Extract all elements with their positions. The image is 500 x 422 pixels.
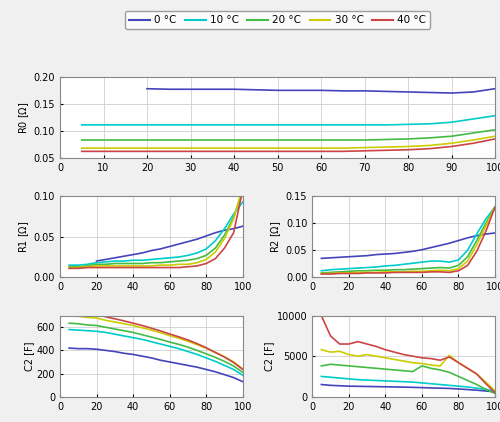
Y-axis label: R1 [$\Omega$]: R1 [$\Omega$] bbox=[17, 221, 31, 253]
Legend: 0 °C, 10 °C, 20 °C, 30 °C, 40 °C: 0 °C, 10 °C, 20 °C, 30 °C, 40 °C bbox=[125, 11, 430, 30]
Y-axis label: C2 [F]: C2 [F] bbox=[24, 341, 34, 371]
Y-axis label: C2 [F]: C2 [F] bbox=[264, 341, 274, 371]
Y-axis label: R2 [$\Omega$]: R2 [$\Omega$] bbox=[270, 221, 283, 253]
Y-axis label: R0 [$\Omega$]: R0 [$\Omega$] bbox=[17, 101, 31, 133]
